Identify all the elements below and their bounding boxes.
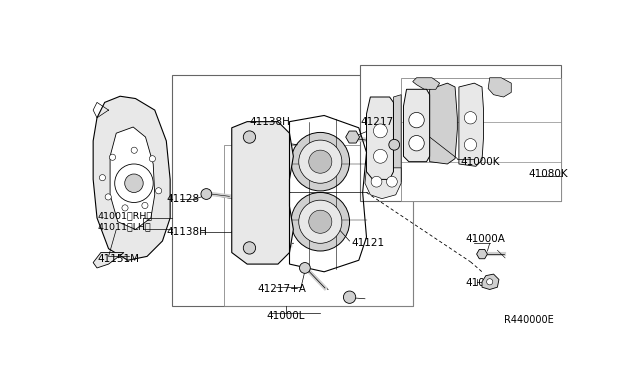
Circle shape: [409, 135, 424, 151]
Circle shape: [308, 150, 332, 173]
Text: 41121: 41121: [351, 238, 384, 248]
Text: 41000K: 41000K: [460, 157, 500, 167]
Polygon shape: [367, 97, 394, 179]
Circle shape: [464, 139, 477, 151]
Polygon shape: [488, 78, 511, 97]
Bar: [224, 145, 413, 307]
Text: 41001〈RH〉: 41001〈RH〉: [97, 211, 152, 220]
Circle shape: [291, 192, 349, 251]
Circle shape: [109, 154, 116, 160]
Circle shape: [373, 150, 387, 163]
Polygon shape: [394, 95, 401, 182]
Circle shape: [308, 210, 332, 233]
Text: 41217+A: 41217+A: [257, 285, 306, 295]
Text: 41080K: 41080K: [528, 169, 568, 179]
Text: R440000E: R440000E: [504, 315, 554, 325]
Circle shape: [371, 176, 382, 187]
Circle shape: [299, 140, 342, 183]
Circle shape: [486, 279, 493, 285]
Circle shape: [387, 176, 397, 187]
Text: 41128: 41128: [166, 194, 200, 203]
Text: 41217: 41217: [360, 117, 394, 126]
Polygon shape: [93, 96, 170, 260]
Circle shape: [464, 112, 477, 124]
Polygon shape: [477, 249, 488, 259]
Circle shape: [409, 112, 424, 128]
Polygon shape: [110, 127, 155, 230]
Polygon shape: [403, 89, 429, 162]
Circle shape: [243, 131, 255, 143]
Text: 41011〈LH〉: 41011〈LH〉: [97, 222, 151, 232]
Polygon shape: [365, 168, 401, 199]
Polygon shape: [482, 274, 499, 289]
Circle shape: [243, 242, 255, 254]
Circle shape: [344, 291, 356, 303]
Text: 41000A: 41000A: [465, 234, 505, 244]
Polygon shape: [429, 83, 458, 164]
Polygon shape: [413, 78, 440, 89]
Text: 41000L: 41000L: [266, 311, 305, 321]
Circle shape: [122, 205, 128, 211]
Circle shape: [300, 263, 310, 273]
Text: 41138H: 41138H: [250, 117, 291, 126]
Circle shape: [105, 194, 111, 200]
Circle shape: [156, 188, 162, 194]
Circle shape: [115, 164, 153, 202]
Circle shape: [201, 189, 212, 199]
Circle shape: [131, 147, 138, 153]
Circle shape: [125, 174, 143, 192]
Circle shape: [149, 155, 156, 162]
Polygon shape: [93, 253, 124, 268]
Text: 41138H: 41138H: [166, 227, 207, 237]
Circle shape: [291, 132, 349, 191]
Circle shape: [299, 200, 342, 243]
Circle shape: [142, 202, 148, 209]
Polygon shape: [346, 131, 360, 143]
Bar: [172, 76, 413, 307]
Bar: [360, 65, 561, 201]
Circle shape: [373, 124, 387, 138]
Circle shape: [389, 140, 399, 150]
Circle shape: [99, 174, 106, 181]
Polygon shape: [459, 83, 484, 166]
Bar: [401, 78, 561, 201]
Polygon shape: [232, 122, 293, 264]
Text: 41044: 41044: [465, 278, 498, 288]
Text: 41151M: 41151M: [97, 254, 139, 264]
